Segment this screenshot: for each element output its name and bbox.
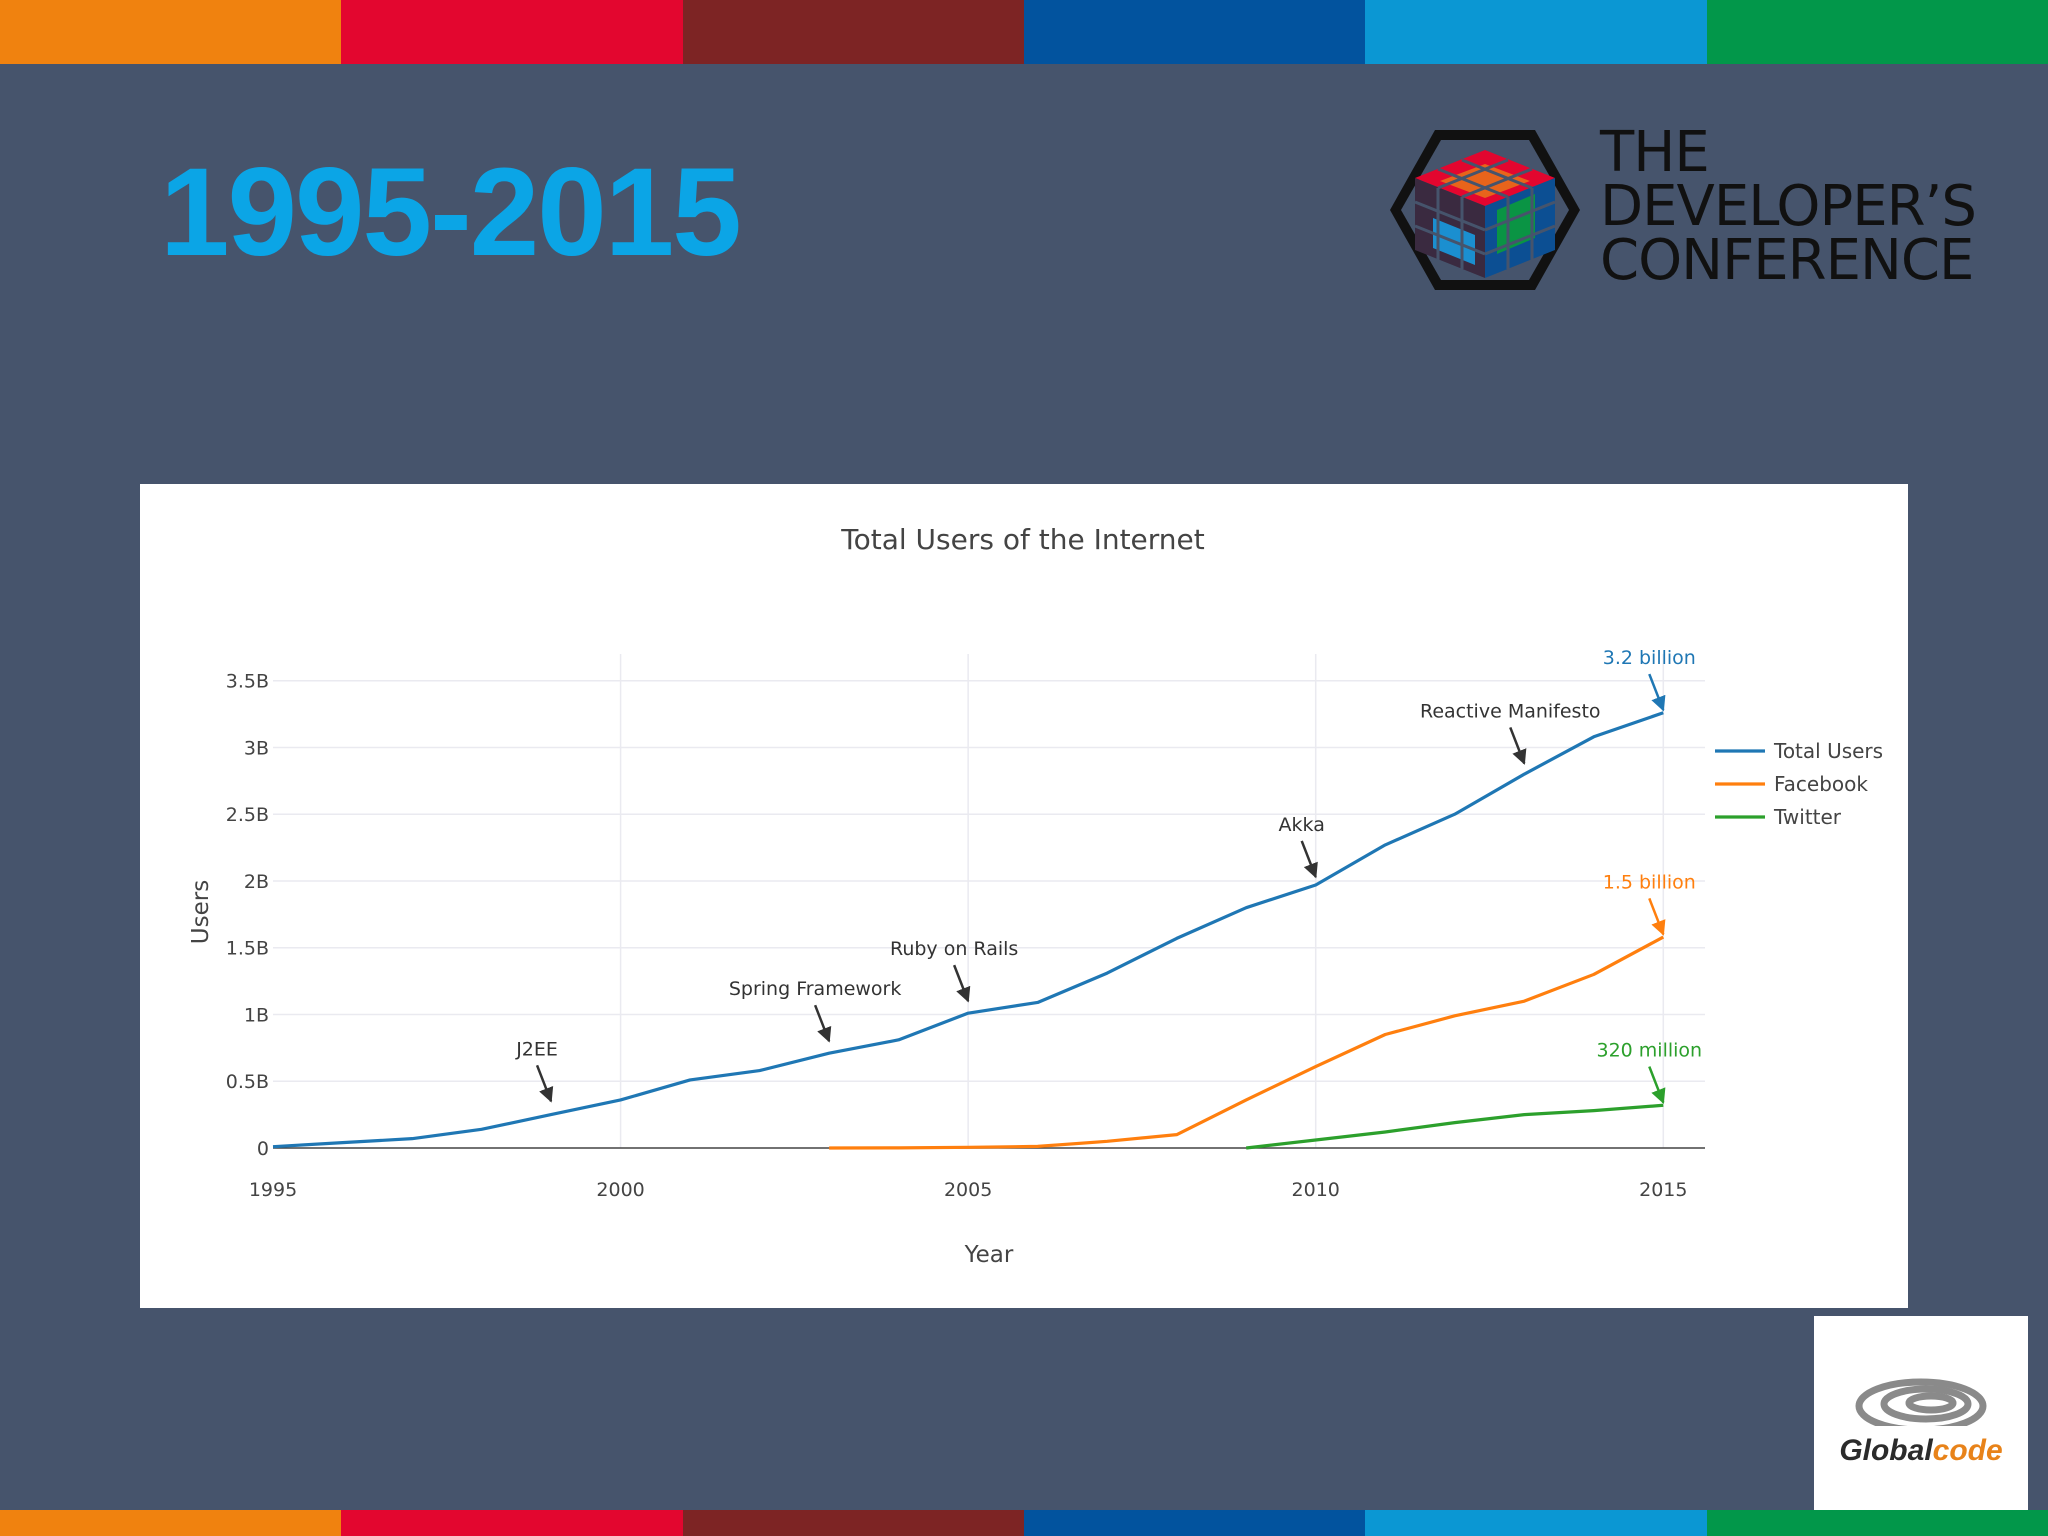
sponsor-name-part2: code xyxy=(1932,1434,2003,1467)
annotation-arrow xyxy=(1300,840,1318,879)
y-tick-label: 2B xyxy=(244,871,269,893)
top-color-stripe xyxy=(0,0,2048,64)
stripe-segment xyxy=(1365,1510,1707,1536)
legend-label: Total Users xyxy=(1773,739,1883,763)
x-tick-label: 2000 xyxy=(596,1179,644,1201)
sponsor-name-part1: Global xyxy=(1839,1434,1933,1467)
cube-hexagon-icon xyxy=(1390,130,1580,290)
annotation-arrow xyxy=(1648,897,1666,936)
stripe-segment xyxy=(682,1510,1024,1536)
x-tick-label: 2010 xyxy=(1292,1179,1340,1201)
sponsor-logo: Globalcode xyxy=(1814,1316,2028,1510)
y-tick-label: 3B xyxy=(244,737,269,759)
stripe-segment xyxy=(341,1510,683,1536)
logo-line-2: DEVELOPER’S xyxy=(1600,174,1977,239)
annotation-arrow xyxy=(1648,673,1666,712)
annotation-label: 1.5 billion xyxy=(1603,871,1696,893)
annotation-label: Reactive Manifesto xyxy=(1420,700,1601,722)
legend-label: Twitter xyxy=(1773,805,1842,829)
annotation-arrow xyxy=(1509,727,1527,765)
y-tick-label: 0.5B xyxy=(226,1071,269,1093)
x-tick-label: 2005 xyxy=(944,1179,992,1201)
stripe-segment xyxy=(1706,0,2048,64)
chart-title: Total Users of the Internet xyxy=(840,523,1205,556)
series-line-total-users xyxy=(272,711,1664,1149)
annotation-label: 320 million xyxy=(1596,1040,1702,1062)
y-tick-label: 1.5B xyxy=(226,938,269,960)
conference-logo: THE DEVELOPER’S CONFERENCE xyxy=(1385,120,1985,310)
stripe-segment xyxy=(682,0,1024,64)
annotation-arrow xyxy=(813,1004,832,1043)
swirl-icon xyxy=(1855,1378,1987,1434)
annotation-label: Spring Framework xyxy=(729,978,902,1000)
y-tick-label: 1B xyxy=(244,1004,269,1026)
stripe-segment xyxy=(0,1510,342,1536)
y-tick-label: 0 xyxy=(257,1138,269,1160)
annotation-arrow xyxy=(535,1064,554,1103)
x-axis-label: Year xyxy=(964,1242,1014,1268)
y-tick-label: 3.5B xyxy=(226,671,269,693)
sponsor-name: Globalcode xyxy=(1814,1434,2028,1468)
stripe-segment xyxy=(1023,0,1366,64)
line-chart: Total Users of the Internet 0 0.5B 1B 1.5B 2… xyxy=(188,523,1883,1268)
slide-title: 1995-2015 xyxy=(160,143,742,282)
y-axis-label: Users xyxy=(188,880,214,944)
x-tick-label: 2015 xyxy=(1639,1179,1687,1201)
annotation-arrow xyxy=(952,964,971,1003)
y-tick-label: 2.5B xyxy=(226,804,269,826)
annotation-arrow xyxy=(1648,1066,1666,1105)
series-line-facebook xyxy=(829,935,1665,1150)
stripe-segment xyxy=(341,0,683,64)
x-tick-label: 1995 xyxy=(249,1179,297,1201)
stripe-segment xyxy=(1706,1510,2048,1536)
bottom-color-stripe xyxy=(0,1510,2048,1536)
stripe-segment xyxy=(1365,0,1707,64)
series-line-twitter xyxy=(1246,1103,1664,1150)
annotation-label: 3.2 billion xyxy=(1603,647,1696,669)
stripe-segment xyxy=(0,0,342,64)
annotation-label: J2EE xyxy=(515,1038,558,1060)
logo-line-3: CONFERENCE xyxy=(1600,228,1974,293)
annotation-label: Ruby on Rails xyxy=(890,938,1018,960)
logo-line-1: THE xyxy=(1600,120,1710,185)
stripe-segment xyxy=(1023,1510,1366,1536)
annotation-label: Akka xyxy=(1279,814,1325,836)
legend-label: Facebook xyxy=(1774,772,1868,796)
chart-card: Total Users of the Internet 0 0.5B 1B 1.5B 2… xyxy=(140,484,1908,1308)
